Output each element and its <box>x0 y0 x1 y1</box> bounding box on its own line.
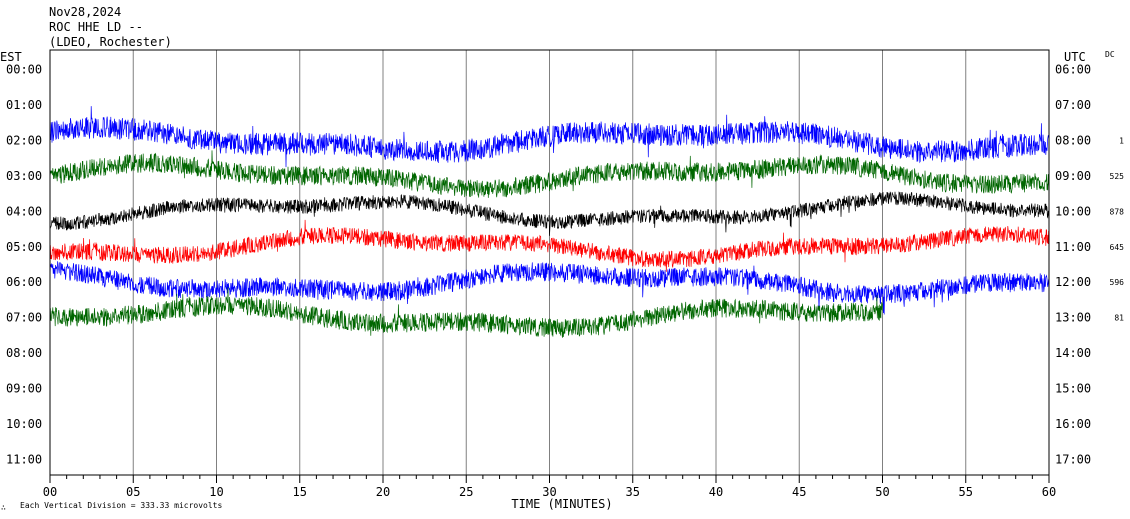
x-tick-label: 45 <box>792 485 806 499</box>
row-label-right: 06:00 <box>1055 63 1091 77</box>
row-label-left: 03:00 <box>6 169 42 183</box>
row-label-left: 11:00 <box>6 452 42 466</box>
x-tick-label: 35 <box>626 485 640 499</box>
x-tick-label: 00 <box>43 485 57 499</box>
dc-value: 525 <box>1110 172 1125 181</box>
row-label-right: 12:00 <box>1055 275 1091 289</box>
row-label-left: 05:00 <box>6 240 42 254</box>
vertical-gridlines <box>132 50 967 475</box>
row-label-right: 16:00 <box>1055 417 1091 431</box>
row-label-right: 10:00 <box>1055 204 1091 218</box>
row-label-left: 06:00 <box>6 275 42 289</box>
x-tick-label: 60 <box>1042 485 1056 499</box>
row-label-right: 08:00 <box>1055 133 1091 147</box>
x-tick-label: 10 <box>209 485 223 499</box>
row-label-left: 01:00 <box>6 98 42 112</box>
trace-row-5 <box>49 219 1050 272</box>
trace-row-3 <box>49 150 1050 198</box>
row-label-left: 04:00 <box>6 204 42 218</box>
x-tick-label: 25 <box>459 485 473 499</box>
x-axis: 00 05 10 15 20 25 30 35 40 45 50 55 60 <box>43 475 1056 499</box>
x-tick-label: 40 <box>709 485 723 499</box>
row-label-left: 07:00 <box>6 311 42 325</box>
left-zone-label: EST <box>0 50 22 64</box>
trace-row-6 <box>49 261 1050 315</box>
x-tick-label: 55 <box>959 485 973 499</box>
x-axis-label: TIME (MINUTES) <box>511 497 612 511</box>
row-label-left: 10:00 <box>6 417 42 431</box>
chart-date: Nov28,2024 <box>49 5 121 19</box>
trace-group <box>49 106 1050 338</box>
dc-value: 878 <box>1110 207 1125 216</box>
row-label-right: 11:00 <box>1055 240 1091 254</box>
x-tick-label: 20 <box>376 485 390 499</box>
dc-value: 645 <box>1110 243 1125 252</box>
dc-header: DC <box>1105 50 1115 59</box>
right-zone-label: UTC <box>1064 50 1086 64</box>
row-label-right: 17:00 <box>1055 452 1091 466</box>
row-labels: 00:00 01:00 02:00 03:00 04:00 05:00 06:00 07:00… <box>6 63 1124 467</box>
row-label-right: 14:00 <box>1055 346 1091 360</box>
row-label-right: 09:00 <box>1055 169 1091 183</box>
row-label-left: 00:00 <box>6 63 42 77</box>
trace-row-4 <box>49 191 1050 236</box>
trace-row-2 <box>49 106 1050 168</box>
dc-value: 596 <box>1110 278 1125 287</box>
row-label-left: 09:00 <box>6 382 42 396</box>
scale-note: Each Vertical Division = 333.33 microvol… <box>20 501 222 510</box>
x-tick-label: 30 <box>542 485 556 499</box>
row-label-right: 15:00 <box>1055 382 1091 396</box>
dc-value: 81 <box>1114 314 1124 323</box>
chart-title: ROC HHE LD -- <box>49 20 143 34</box>
chart-network: (LDEO, Rochester) <box>49 35 172 49</box>
dc-value: 1 <box>1119 136 1124 145</box>
row-label-left: 02:00 <box>6 133 42 147</box>
trace-row-7 <box>49 287 883 338</box>
x-tick-label: 50 <box>875 485 889 499</box>
row-label-right: 07:00 <box>1055 98 1091 112</box>
row-label-left: 08:00 <box>6 346 42 360</box>
row-label-right: 13:00 <box>1055 311 1091 325</box>
x-tick-label: 05 <box>126 485 140 499</box>
x-tick-label: 15 <box>293 485 307 499</box>
footer-mark: ∴ <box>1 503 6 512</box>
